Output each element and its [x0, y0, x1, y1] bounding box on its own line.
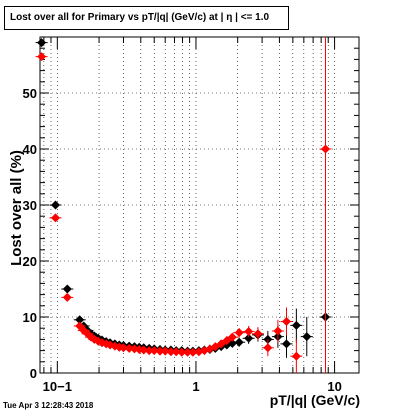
data-point: [124, 343, 134, 353]
data-point: [244, 333, 254, 343]
data-point: [321, 144, 331, 154]
data-point: [50, 213, 60, 223]
chart-title: Lost over all for Primary vs pT/|q| (GeV…: [4, 6, 289, 30]
y-tick-label: 30: [23, 198, 37, 213]
data-point: [75, 315, 85, 325]
x-axis-label: pT/|q| (GeV/c): [270, 392, 360, 408]
axes: 0 10 20 30 40 50 10−1 1 10: [23, 36, 360, 394]
y-axis-label: Lost over all (%): [8, 150, 25, 266]
data-point: [282, 316, 292, 326]
data-point: [62, 284, 72, 294]
plot-frame: [39, 36, 360, 374]
timestamp: Tue Apr 3 12:28:43 2018: [3, 401, 94, 410]
data-point: [188, 347, 198, 357]
data-series: [35, 37, 332, 373]
x-tick-label: 10−1: [43, 379, 72, 394]
data-point: [291, 351, 301, 361]
data-point: [37, 52, 47, 62]
data-point: [118, 343, 128, 353]
data-point: [160, 346, 170, 356]
x-tick-label: 1: [192, 379, 199, 394]
data-point: [216, 339, 226, 349]
data-point: [263, 343, 273, 353]
y-tick-label: 0: [30, 366, 37, 381]
grid-lines: [40, 37, 359, 373]
y-tick-label: 40: [23, 142, 37, 157]
data-point: [244, 327, 254, 337]
data-point: [253, 329, 263, 339]
y-tick-label: 50: [23, 86, 37, 101]
data-point: [171, 347, 181, 357]
data-point: [234, 337, 244, 347]
data-point: [37, 38, 47, 48]
data-point: [234, 328, 244, 338]
data-point: [62, 292, 72, 302]
data-point: [282, 339, 292, 349]
data-point: [149, 346, 159, 356]
data-point: [139, 345, 149, 355]
data-point: [273, 326, 283, 336]
data-point: [227, 332, 237, 342]
red-series: [35, 37, 332, 373]
x-tick-label: 10: [327, 379, 341, 394]
y-tick-label: 20: [23, 254, 37, 269]
data-point: [291, 320, 301, 330]
data-point: [50, 200, 60, 210]
y-tick-label: 10: [23, 310, 37, 325]
data-point: [302, 332, 312, 342]
